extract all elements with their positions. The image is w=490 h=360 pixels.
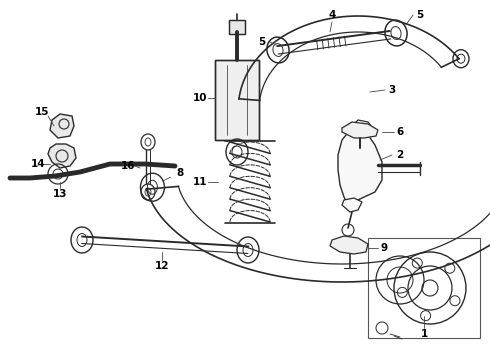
Text: 13: 13: [53, 189, 67, 199]
Text: 16: 16: [121, 161, 135, 171]
Polygon shape: [338, 128, 382, 205]
Polygon shape: [50, 114, 74, 138]
Polygon shape: [342, 122, 378, 138]
Polygon shape: [330, 236, 368, 254]
Text: 1: 1: [420, 329, 428, 339]
Text: 10: 10: [193, 93, 207, 103]
Polygon shape: [342, 198, 362, 212]
Text: 9: 9: [380, 243, 388, 253]
Bar: [229, 20, 245, 34]
Bar: [215, 60, 259, 140]
Text: 6: 6: [396, 127, 404, 137]
Bar: [215, 60, 259, 140]
Polygon shape: [48, 144, 76, 168]
Text: 11: 11: [193, 177, 207, 187]
Text: 3: 3: [389, 85, 395, 95]
Text: 12: 12: [155, 261, 169, 271]
Text: 15: 15: [35, 107, 49, 117]
Text: 4: 4: [328, 10, 336, 20]
Text: 14: 14: [31, 159, 45, 169]
Polygon shape: [350, 120, 374, 135]
Text: 5: 5: [258, 37, 266, 47]
Bar: [229, 20, 245, 34]
Bar: [368, 238, 480, 338]
Text: 8: 8: [177, 168, 184, 178]
Text: 5: 5: [416, 10, 424, 20]
Text: 2: 2: [396, 150, 404, 160]
